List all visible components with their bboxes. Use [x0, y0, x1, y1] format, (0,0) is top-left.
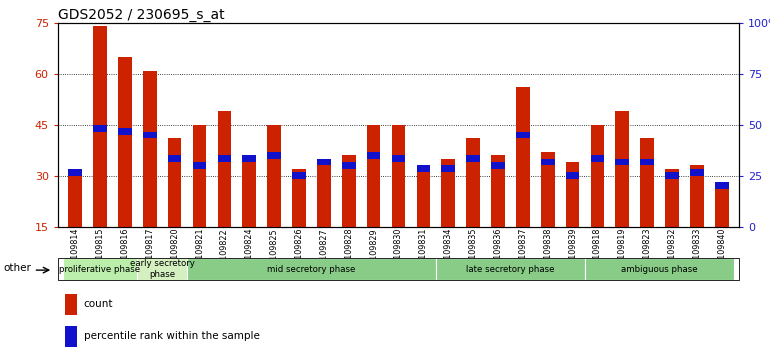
Bar	[69, 169, 82, 227]
Bar	[317, 159, 330, 227]
Bar	[218, 111, 231, 227]
Bar	[93, 125, 107, 132]
Bar	[192, 162, 206, 169]
Text: late secretory phase: late secretory phase	[466, 264, 554, 274]
Bar	[187, 258, 436, 280]
Bar	[491, 155, 505, 227]
Bar	[118, 128, 132, 135]
Bar	[143, 132, 156, 138]
Bar	[591, 155, 604, 162]
Bar	[367, 125, 380, 227]
Bar	[392, 125, 405, 227]
Bar	[93, 27, 107, 227]
Bar	[441, 159, 455, 227]
Bar	[491, 162, 505, 169]
Text: count: count	[84, 299, 113, 309]
Text: other: other	[3, 263, 31, 273]
Bar	[267, 152, 281, 159]
Bar	[715, 182, 728, 189]
Text: early secretory
phase: early secretory phase	[130, 259, 195, 279]
Bar	[541, 159, 554, 166]
Bar	[441, 166, 455, 172]
Bar	[417, 166, 430, 227]
Bar	[566, 172, 579, 179]
Bar	[137, 258, 187, 280]
Bar	[417, 166, 430, 172]
Bar	[467, 138, 480, 227]
Bar	[615, 111, 629, 227]
Bar	[516, 132, 530, 138]
Bar	[467, 155, 480, 162]
Bar	[585, 258, 735, 280]
Bar	[715, 182, 728, 227]
Bar	[168, 155, 182, 162]
Bar	[516, 87, 530, 227]
Bar	[641, 159, 654, 166]
Text: percentile rank within the sample: percentile rank within the sample	[84, 331, 259, 341]
Bar	[615, 159, 629, 166]
Bar	[65, 326, 77, 347]
Bar	[65, 294, 77, 315]
Bar	[192, 125, 206, 227]
Bar	[62, 258, 137, 280]
Bar	[541, 152, 554, 227]
Bar	[143, 70, 156, 227]
Bar	[243, 155, 256, 162]
Bar	[436, 258, 585, 280]
Bar	[218, 155, 231, 162]
Text: ambiguous phase: ambiguous phase	[621, 264, 698, 274]
Bar	[243, 155, 256, 227]
Text: GDS2052 / 230695_s_at: GDS2052 / 230695_s_at	[58, 8, 224, 22]
Bar	[267, 125, 281, 227]
Bar	[641, 138, 654, 227]
Bar	[367, 152, 380, 159]
Bar	[566, 162, 579, 227]
Bar	[342, 155, 356, 227]
Text: proliferative phase: proliferative phase	[59, 264, 141, 274]
Bar	[342, 162, 356, 169]
Bar	[292, 169, 306, 227]
Bar	[69, 169, 82, 176]
Bar	[292, 172, 306, 179]
Bar	[690, 166, 704, 227]
Bar	[665, 172, 679, 179]
Bar	[591, 125, 604, 227]
Text: mid secretory phase: mid secretory phase	[267, 264, 356, 274]
Bar	[168, 138, 182, 227]
Bar	[690, 169, 704, 176]
Bar	[392, 155, 405, 162]
Bar	[118, 57, 132, 227]
Bar	[665, 169, 679, 227]
Bar	[317, 159, 330, 166]
